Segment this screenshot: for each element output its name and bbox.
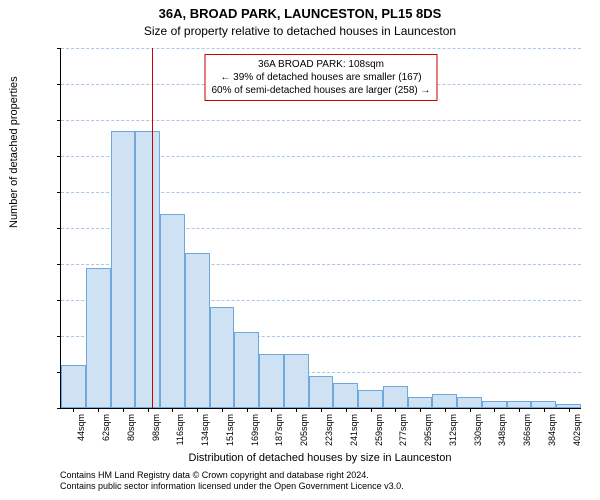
plot-area: 36A BROAD PARK: 108sqm ← 39% of detached… <box>60 48 581 409</box>
x-tick-label: 169sqm <box>250 414 260 446</box>
x-tick-mark <box>98 408 99 412</box>
x-tick-mark <box>197 408 198 412</box>
footnote-line-2: Contains public sector information licen… <box>60 481 580 492</box>
x-tick-label: 312sqm <box>448 414 458 446</box>
x-tick-label: 134sqm <box>200 414 210 446</box>
histogram-bar <box>457 397 482 408</box>
footnote: Contains HM Land Registry data © Crown c… <box>60 470 580 492</box>
histogram-bar <box>61 365 86 408</box>
x-tick-label: 80sqm <box>126 414 136 441</box>
x-tick-mark <box>420 408 421 412</box>
x-tick-label: 330sqm <box>473 414 483 446</box>
x-tick-mark <box>321 408 322 412</box>
title-main: 36A, BROAD PARK, LAUNCESTON, PL15 8DS <box>0 6 600 21</box>
histogram-bar <box>259 354 284 408</box>
x-tick-mark <box>519 408 520 412</box>
histogram-bar <box>432 394 457 408</box>
annotation-box: 36A BROAD PARK: 108sqm ← 39% of detached… <box>204 54 437 101</box>
footnote-line-1: Contains HM Land Registry data © Crown c… <box>60 470 580 481</box>
y-tick-mark <box>57 408 61 409</box>
histogram-bar <box>284 354 309 408</box>
histogram-bar <box>234 332 259 408</box>
y-tick-mark <box>57 156 61 157</box>
marker-line <box>152 48 153 408</box>
annotation-line-2: ← 39% of detached houses are smaller (16… <box>211 71 430 84</box>
histogram-bar <box>86 268 111 408</box>
x-tick-mark <box>569 408 570 412</box>
histogram-bar <box>309 376 334 408</box>
x-tick-label: 116sqm <box>175 414 185 445</box>
histogram-bar <box>408 397 433 408</box>
title-sub: Size of property relative to detached ho… <box>0 24 600 38</box>
y-tick-mark <box>57 84 61 85</box>
y-tick-mark <box>57 228 61 229</box>
y-tick-mark <box>57 48 61 49</box>
x-tick-mark <box>346 408 347 412</box>
histogram-bar <box>160 214 185 408</box>
histogram-bar <box>531 401 556 408</box>
x-tick-mark <box>371 408 372 412</box>
x-tick-label: 366sqm <box>522 414 532 446</box>
x-tick-label: 402sqm <box>572 414 582 446</box>
x-tick-mark <box>123 408 124 412</box>
x-tick-label: 348sqm <box>497 414 507 446</box>
histogram-bar <box>482 401 507 408</box>
y-tick-mark <box>57 120 61 121</box>
chart-container: 36A, BROAD PARK, LAUNCESTON, PL15 8DS Si… <box>0 0 600 500</box>
x-tick-mark <box>73 408 74 412</box>
histogram-bar <box>185 253 210 408</box>
y-tick-mark <box>57 264 61 265</box>
annotation-line-1: 36A BROAD PARK: 108sqm <box>211 58 430 71</box>
x-tick-label: 241sqm <box>349 414 359 446</box>
histogram-bar <box>111 131 136 408</box>
bars-layer <box>61 48 581 408</box>
histogram-bar <box>358 390 383 408</box>
x-tick-label: 384sqm <box>547 414 557 446</box>
histogram-bar <box>333 383 358 408</box>
x-tick-mark <box>445 408 446 412</box>
x-tick-label: 62sqm <box>101 414 111 441</box>
histogram-bar <box>210 307 235 408</box>
x-tick-mark <box>395 408 396 412</box>
x-axis-label: Distribution of detached houses by size … <box>60 452 580 464</box>
y-axis-label: Number of detached properties <box>8 76 20 228</box>
x-tick-mark <box>494 408 495 412</box>
x-tick-mark <box>296 408 297 412</box>
x-tick-mark <box>247 408 248 412</box>
x-tick-label: 295sqm <box>423 414 433 446</box>
annotation-line-3: 60% of semi-detached houses are larger (… <box>211 84 430 97</box>
x-tick-mark <box>148 408 149 412</box>
y-tick-mark <box>57 372 61 373</box>
y-tick-mark <box>57 336 61 337</box>
x-tick-mark <box>544 408 545 412</box>
x-tick-label: 205sqm <box>299 414 309 446</box>
histogram-bar <box>383 386 408 408</box>
x-tick-mark <box>222 408 223 412</box>
histogram-bar <box>135 131 160 408</box>
x-tick-label: 187sqm <box>274 414 284 446</box>
x-tick-mark <box>470 408 471 412</box>
x-tick-label: 223sqm <box>324 414 334 446</box>
x-tick-label: 44sqm <box>76 414 86 441</box>
histogram-bar <box>507 401 532 408</box>
x-tick-label: 277sqm <box>398 414 408 446</box>
x-tick-label: 151sqm <box>225 414 235 446</box>
y-tick-mark <box>57 300 61 301</box>
y-tick-mark <box>57 192 61 193</box>
x-tick-label: 98sqm <box>151 414 161 441</box>
x-tick-mark <box>271 408 272 412</box>
x-tick-mark <box>172 408 173 412</box>
x-tick-label: 259sqm <box>374 414 384 446</box>
